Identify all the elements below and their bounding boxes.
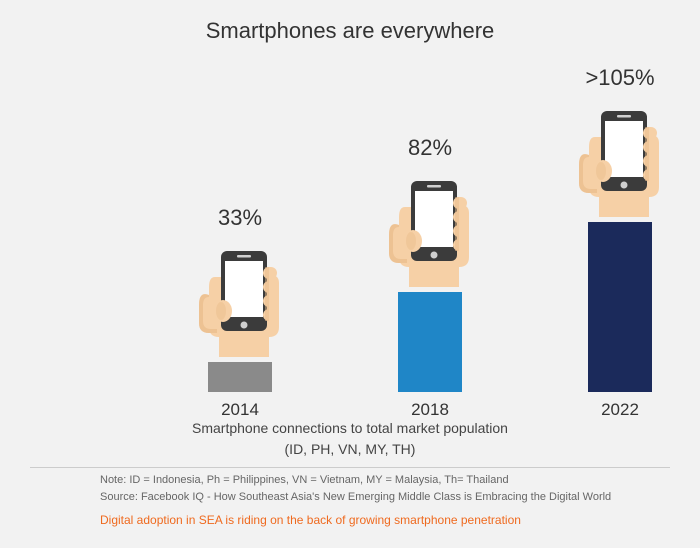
footer-note: Note: ID = Indonesia, Ph = Philippines, … (100, 472, 670, 490)
chart-item: >105% 2022 (540, 65, 700, 420)
percent-label: 33% (160, 205, 320, 231)
footer-highlight: Digital adoption in SEA is riding on the… (100, 511, 670, 530)
year-label: 2018 (350, 400, 510, 420)
subtitle-line2: (ID, PH, VN, MY, TH) (0, 439, 700, 460)
chart-area: 33% 2014 82% (100, 40, 680, 420)
year-label: 2022 (540, 400, 700, 420)
chart-item: 82% 2018 (350, 135, 510, 420)
sleeve-bar (398, 292, 462, 392)
sleeve-bar (588, 222, 652, 392)
chart-item: 33% 2014 (160, 205, 320, 420)
percent-label: 82% (350, 135, 510, 161)
subtitle-line1: Smartphone connections to total market p… (0, 418, 700, 439)
year-label: 2014 (160, 400, 320, 420)
footer: Note: ID = Indonesia, Ph = Philippines, … (100, 472, 670, 530)
sleeve-bar (208, 362, 272, 392)
footer-source: Source: Facebook IQ - How Southeast Asia… (100, 489, 670, 507)
hand-phone-icon (540, 97, 700, 222)
percent-label: >105% (540, 65, 700, 91)
hand-phone-icon (350, 167, 510, 292)
subtitle: Smartphone connections to total market p… (0, 418, 700, 460)
hand-phone-icon (160, 237, 320, 362)
divider (30, 467, 670, 468)
